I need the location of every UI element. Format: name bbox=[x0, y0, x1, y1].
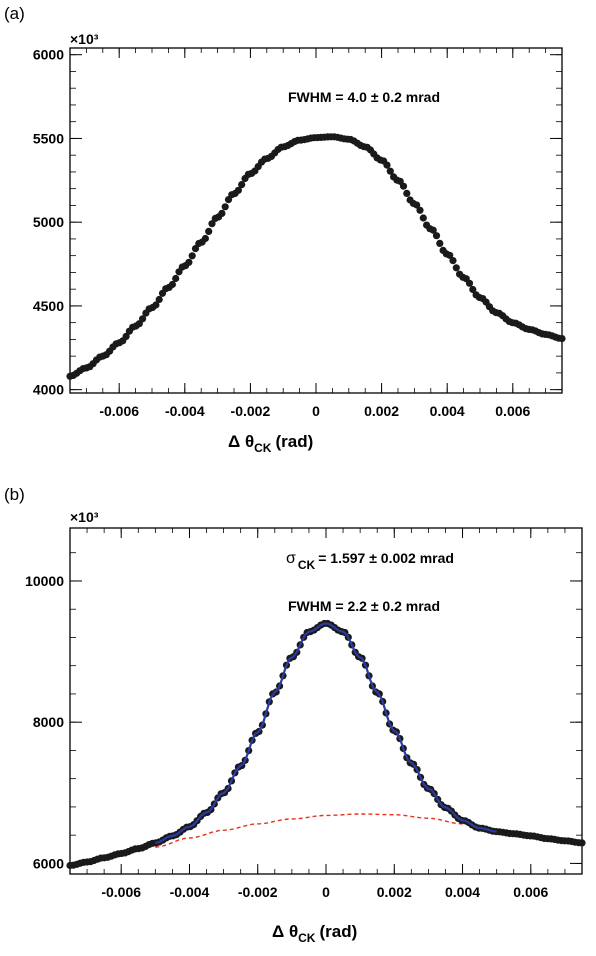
data-point bbox=[168, 280, 176, 289]
data-point bbox=[185, 258, 193, 266]
x-tick-label: 0.002 bbox=[364, 403, 399, 419]
panel-b-ticks bbox=[69, 528, 583, 874]
panel-a-x-axis-label-sub: CK bbox=[254, 441, 272, 455]
panel-b-fit-curve bbox=[155, 622, 497, 844]
panel-b-x-axis-label-delta: Δ θ bbox=[272, 922, 298, 941]
panel-b-y-tick-labels: 6000 8000 10000 bbox=[25, 573, 64, 871]
panel-b-x-axis-label-sub: CK bbox=[298, 931, 316, 945]
panel-b-sigma-value: = 1.597 ± 0.002 mrad bbox=[318, 550, 454, 566]
panel-a: (a) ×10³ -0.006 -0.004 -0.002 0 0.002 0.004 0.… bbox=[4, 4, 566, 455]
panel-a-fwhm-annotation: FWHM = 4.0 ± 0.2 mrad bbox=[288, 89, 440, 105]
x-tick-label: -0.004 bbox=[165, 403, 205, 419]
x-tick-label: -0.006 bbox=[99, 403, 139, 419]
x-tick-label: 0 bbox=[312, 403, 320, 419]
y-tick-label: 10000 bbox=[25, 573, 64, 589]
data-point bbox=[221, 203, 229, 211]
data-point bbox=[416, 206, 424, 214]
panel-b-x-axis-label-unit: (rad) bbox=[319, 922, 357, 941]
x-tick-label: 0.006 bbox=[495, 403, 530, 419]
data-point bbox=[218, 209, 226, 217]
data-point bbox=[122, 332, 130, 340]
data-point bbox=[152, 301, 160, 309]
data-point bbox=[188, 252, 196, 260]
x-tick-label: -0.002 bbox=[231, 403, 271, 419]
x-tick-label: 0.002 bbox=[377, 884, 412, 900]
panel-a-x-tick-labels: -0.006 -0.004 -0.002 0 0.002 0.004 0.006 bbox=[99, 403, 530, 419]
panel-a-label: (a) bbox=[4, 4, 25, 23]
data-point bbox=[429, 226, 437, 234]
data-point bbox=[383, 161, 391, 169]
x-tick-label: -0.004 bbox=[170, 884, 210, 900]
data-point bbox=[449, 257, 457, 265]
panel-b-label: (b) bbox=[4, 485, 25, 504]
y-tick-label: 6000 bbox=[33, 855, 64, 871]
panel-a-x-axis-label: Δ θCK (rad) bbox=[228, 432, 313, 455]
data-point bbox=[234, 186, 242, 194]
data-point bbox=[403, 189, 411, 197]
panel-b-sigma-sub: CK bbox=[298, 558, 316, 572]
panel-a-ticks bbox=[69, 48, 563, 393]
data-point bbox=[191, 245, 200, 253]
data-point bbox=[446, 251, 454, 259]
panel-b-x-axis-label: Δ θCK (rad) bbox=[272, 922, 357, 945]
panel-b-sigma-symbol: σ bbox=[286, 550, 296, 567]
panel-b-fwhm-annotation: FWHM = 2.2 ± 0.2 mrad bbox=[288, 598, 440, 614]
y-tick-label: 6000 bbox=[33, 47, 64, 63]
panel-b-data-points bbox=[66, 619, 586, 870]
panel-a-y-multiplier: ×10³ bbox=[70, 31, 99, 47]
y-tick-label: 4500 bbox=[33, 298, 64, 314]
y-tick-label: 5000 bbox=[33, 214, 64, 230]
panel-a-y-tick-labels: 4000 4500 5000 5500 6000 bbox=[33, 47, 64, 398]
x-tick-label: -0.006 bbox=[101, 884, 141, 900]
panel-b-x-tick-labels: -0.006 -0.004 -0.002 0 0.002 0.004 0.006 bbox=[101, 884, 548, 900]
panel-b-plot-frame bbox=[69, 527, 583, 875]
data-point bbox=[452, 264, 460, 272]
panel-b-sigma-annotation: σ CK = 1.597 ± 0.002 mrad bbox=[286, 550, 454, 572]
x-tick-label: 0.006 bbox=[513, 884, 548, 900]
x-tick-label: 0.004 bbox=[430, 403, 465, 419]
data-point bbox=[208, 220, 216, 228]
data-point bbox=[386, 167, 394, 175]
data-point bbox=[238, 181, 246, 189]
y-tick-label: 8000 bbox=[33, 714, 64, 730]
data-point bbox=[413, 201, 421, 209]
panel-b: (b) ×10³ -0.006 -0.004 -0.002 0 0.002 0.004 0.… bbox=[4, 485, 586, 945]
x-tick-label: 0 bbox=[322, 884, 330, 900]
data-point bbox=[139, 315, 147, 323]
panel-b-y-multiplier: ×10³ bbox=[70, 509, 99, 525]
panel-b-background-curve bbox=[155, 813, 497, 848]
panel-a-x-axis-label-unit: (rad) bbox=[275, 432, 313, 451]
x-tick-label: 0.004 bbox=[445, 884, 480, 900]
y-tick-label: 4000 bbox=[33, 382, 64, 398]
data-point bbox=[558, 335, 566, 343]
data-point bbox=[399, 182, 408, 190]
data-point bbox=[432, 232, 441, 240]
data-point bbox=[201, 234, 209, 243]
data-point bbox=[419, 214, 427, 222]
data-point bbox=[469, 285, 477, 294]
panel-a-x-axis-label-delta: Δ θ bbox=[228, 432, 254, 451]
x-tick-label: -0.002 bbox=[238, 884, 278, 900]
data-point bbox=[465, 279, 474, 287]
data-point bbox=[578, 839, 586, 847]
data-point bbox=[205, 227, 213, 235]
data-point bbox=[155, 295, 163, 304]
data-point bbox=[436, 239, 444, 247]
data-point bbox=[172, 274, 180, 283]
panel-a-data-points bbox=[66, 133, 566, 380]
y-tick-label: 5500 bbox=[33, 130, 64, 146]
